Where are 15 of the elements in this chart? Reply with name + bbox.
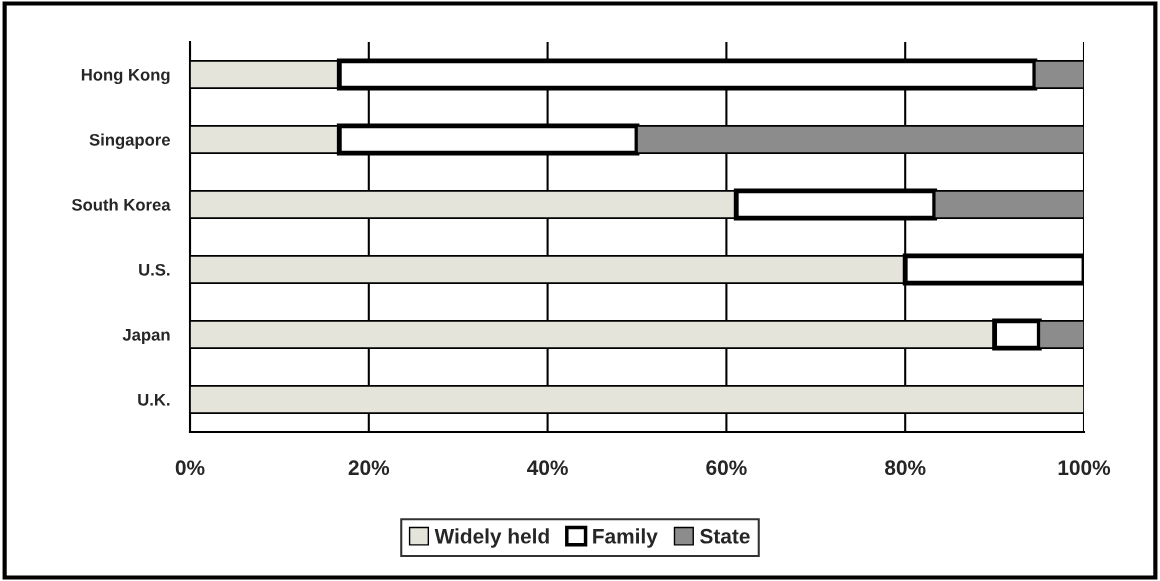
x-tick-label: 0% bbox=[175, 460, 205, 476]
y-tick-label: U.K. bbox=[138, 394, 170, 406]
y-tick-label: U.S. bbox=[139, 263, 170, 276]
x-tick-label: 40% bbox=[527, 460, 568, 476]
legend-label: Family bbox=[593, 528, 658, 548]
x-tick-label: 100% bbox=[1058, 460, 1111, 476]
y-tick-label: Hong Kong bbox=[81, 69, 170, 85]
x-tick-label: 20% bbox=[348, 460, 390, 476]
y-tick-label: South Korea bbox=[71, 198, 171, 211]
y-tick-label: Singapore bbox=[89, 133, 170, 150]
legend-label: State bbox=[700, 528, 750, 544]
y-tick-label: Japan bbox=[122, 329, 170, 344]
x-tick-label: 80% bbox=[885, 460, 926, 476]
x-tick-label: 60% bbox=[706, 460, 747, 476]
legend-label: Widely held bbox=[434, 528, 549, 548]
